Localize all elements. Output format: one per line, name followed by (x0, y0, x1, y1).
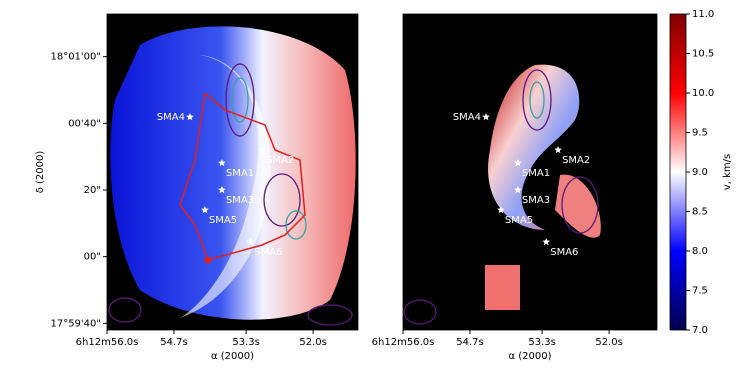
colorbar-tick-label: 7.0 (692, 325, 708, 336)
source-label: SMA4 (157, 112, 185, 123)
source-label: SMA2 (266, 155, 294, 166)
source-marker (218, 159, 226, 167)
x-tick-label: 53.3s (232, 337, 259, 348)
colorbar-tick-label: 7.5 (692, 286, 708, 297)
x-tick-label: 6h12m56.0s (76, 337, 139, 348)
colorbar-tick-label: 8.5 (692, 207, 708, 218)
colorbar-tick-label: 11.0 (692, 9, 714, 20)
source-label: SMA6 (254, 247, 282, 258)
y-axis-label: δ (2000) (35, 151, 46, 194)
plot-frame (402, 13, 658, 331)
source-marker (542, 238, 550, 246)
source-marker (497, 206, 505, 214)
colorbar-tick-label: 8.0 (692, 246, 708, 257)
source-marker (246, 238, 255, 246)
x-axis-label: α (2000) (508, 351, 551, 362)
source-marker (554, 146, 562, 154)
y-tick-label: 00'40" (68, 118, 101, 129)
x-tick-label: 53.3s (528, 337, 555, 348)
x-axis-label: α (2000) (211, 351, 254, 362)
x-tick-label: 54.7s (160, 337, 187, 348)
x-tick-label: 54.7s (456, 337, 483, 348)
source-label: SMA2 (562, 155, 590, 166)
y-tick-label: 20" (84, 185, 101, 196)
x-tick-label: 6h12m56.0s (372, 337, 435, 348)
source-label: SMA3 (226, 195, 254, 206)
source-marker (514, 186, 522, 194)
source-marker (258, 146, 266, 154)
y-tick-label: 18°01'00" (50, 52, 101, 63)
colorbar-tick-label: 10.5 (692, 49, 714, 60)
y-tick-label: 17°59'40" (50, 318, 101, 329)
source-label: SMA5 (209, 215, 237, 226)
colorbar-tick-label: 9.0 (692, 167, 708, 178)
x-tick-label: 52.0s (299, 337, 326, 348)
plot-frame (106, 13, 359, 331)
source-marker (218, 186, 226, 194)
source-label: SMA4 (453, 112, 481, 123)
x-tick-label: 52.0s (595, 337, 622, 348)
source-marker (186, 113, 194, 121)
source-label: SMA3 (522, 195, 550, 206)
y-tick-label: 00" (84, 252, 101, 263)
colorbar-tick-label: 10.0 (692, 88, 714, 99)
source-label: SMA5 (505, 215, 533, 226)
colorbar-tick-label: 9.5 (692, 128, 708, 139)
right-map (403, 14, 657, 330)
left-map (107, 14, 358, 330)
colorbar (669, 13, 687, 331)
colorbar-label: v, km/s (722, 154, 733, 190)
source-marker (482, 113, 490, 121)
source-label: SMA1 (226, 168, 254, 179)
source-marker (201, 206, 209, 214)
source-label: SMA6 (550, 247, 578, 258)
source-marker (514, 159, 522, 167)
source-label: SMA1 (522, 168, 550, 179)
